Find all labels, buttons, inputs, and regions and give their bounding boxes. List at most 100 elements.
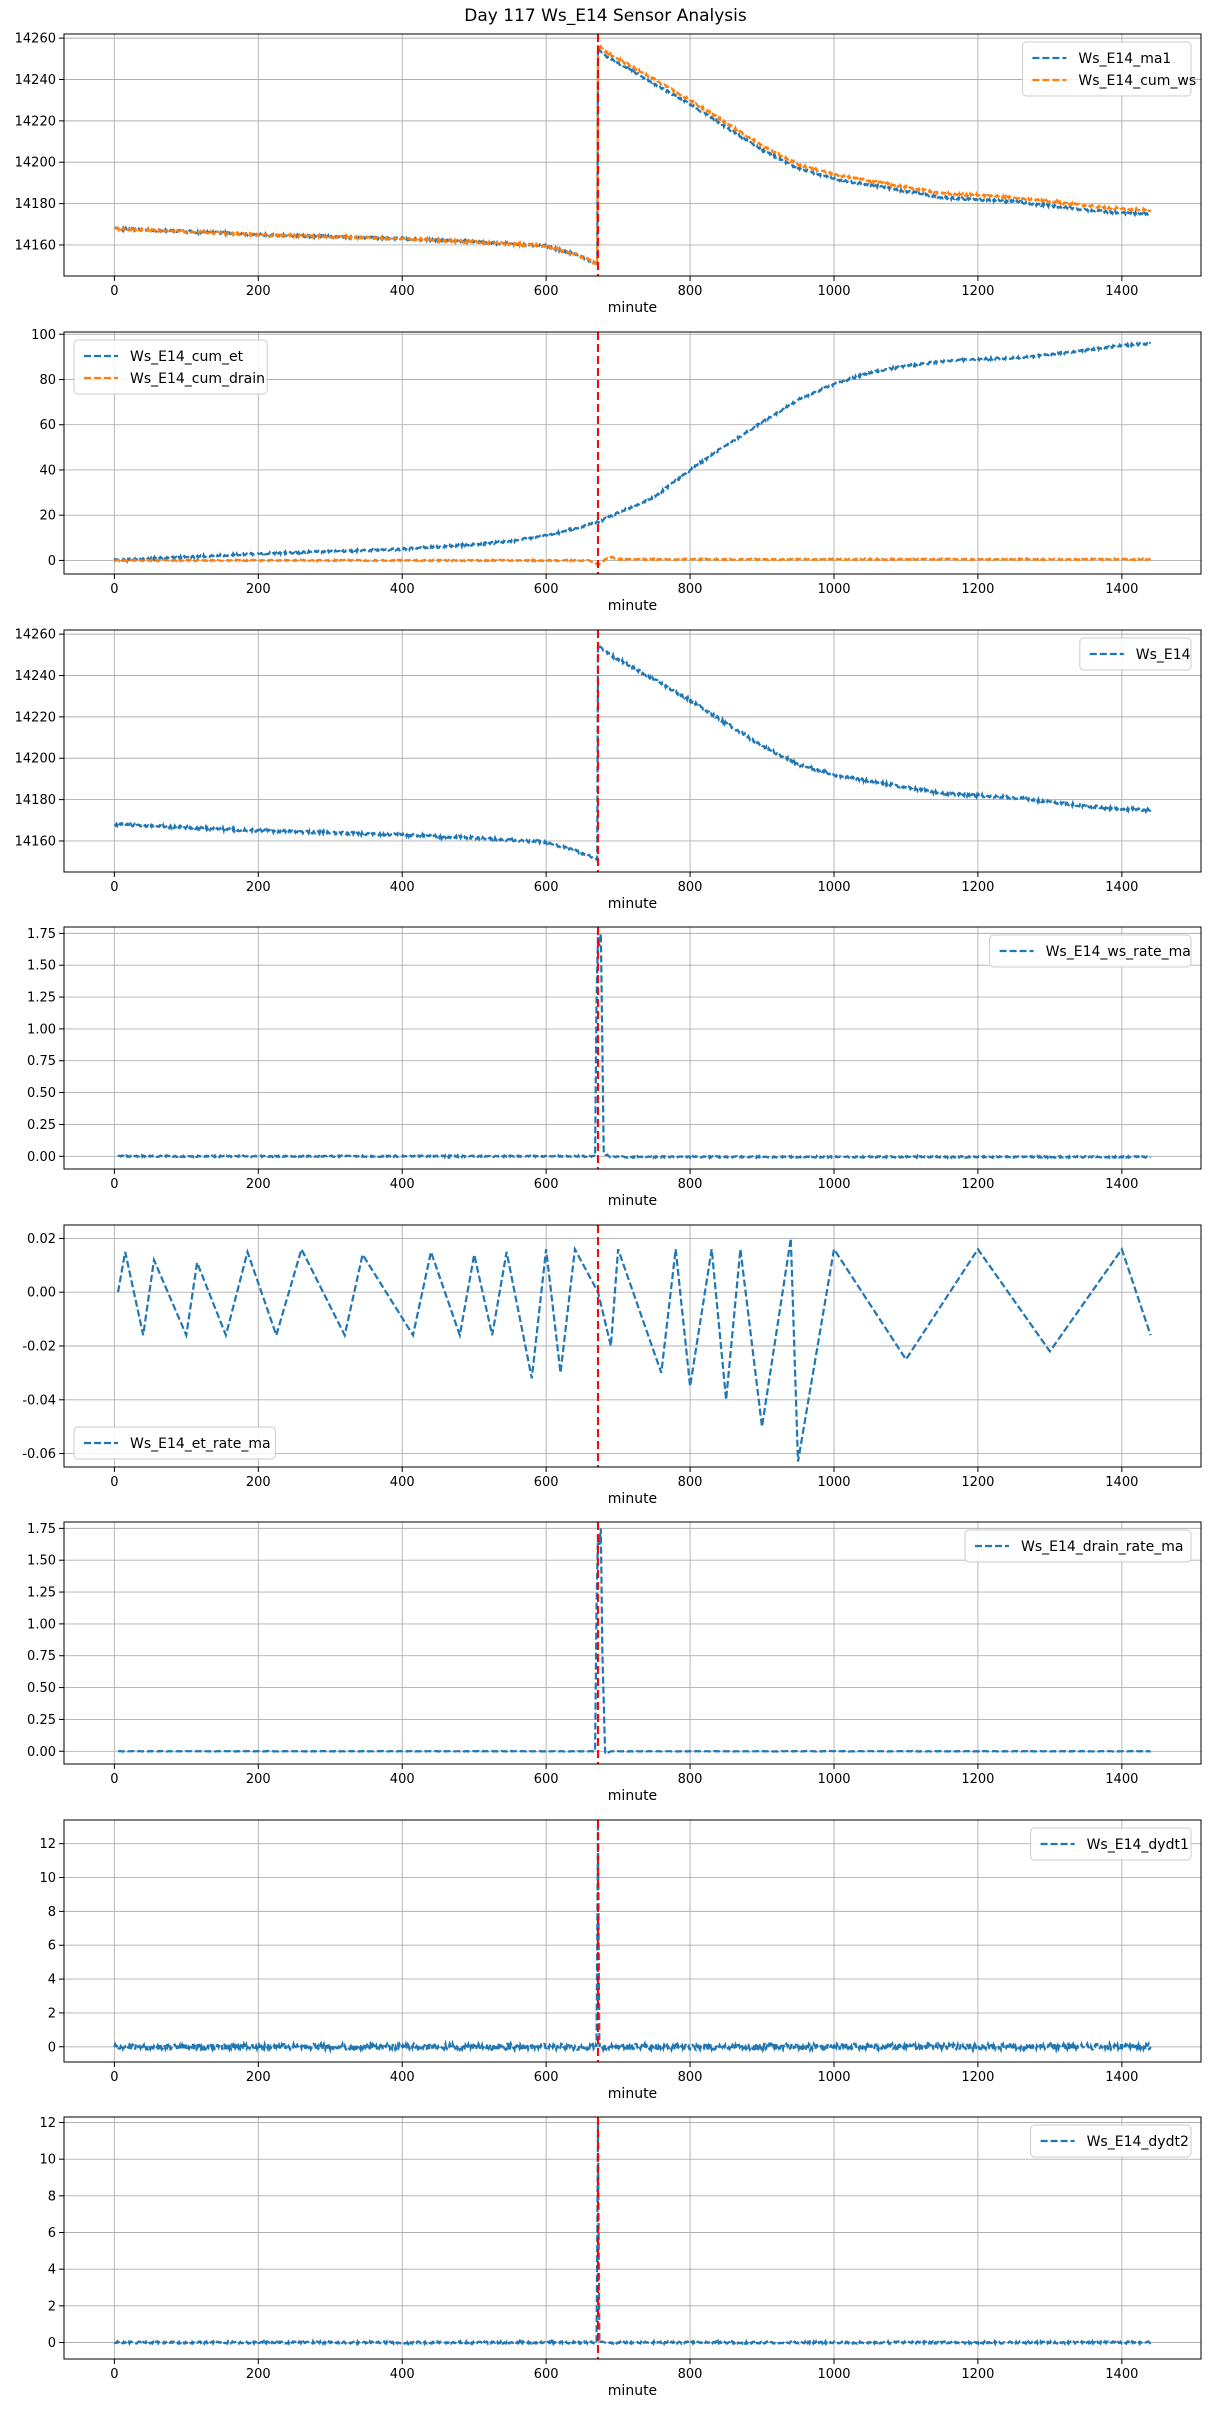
x-tick-label: 1000 xyxy=(817,880,850,895)
x-tick-label: 600 xyxy=(534,2070,559,2085)
x-tick-label: 800 xyxy=(678,1475,703,1490)
legend-box xyxy=(964,1529,1192,1563)
x-tick-label: 400 xyxy=(390,1475,415,1490)
y-tick-label: 100 xyxy=(31,328,56,343)
y-tick-label: -0.06 xyxy=(22,1447,56,1462)
y-tick-label: 0.00 xyxy=(27,1150,56,1165)
y-tick-label: 4 xyxy=(48,2263,56,2278)
y-tick-label: 6 xyxy=(48,2226,56,2241)
axes-frame xyxy=(63,1819,1202,2063)
axes-frame xyxy=(63,2116,1202,2360)
x-axis-label: minute xyxy=(608,896,657,912)
y-tick-label: 0.75 xyxy=(27,1054,56,1069)
x-tick-label: 200 xyxy=(246,1475,271,1490)
x-tick-label: 600 xyxy=(534,2367,559,2382)
x-tick-label: 1200 xyxy=(961,1772,994,1787)
subplot-1: 0 200 400 600 800 1000 1200 1400 14160 14180 14200… xyxy=(15,32,1202,316)
y-tick-label: 14200 xyxy=(15,752,56,767)
x-tick-label: 400 xyxy=(390,1177,415,1192)
y-tick-label: 14240 xyxy=(15,73,56,88)
y-tick-label: 0.50 xyxy=(27,1086,56,1101)
series-line-Ws_E14_drain_rate_ma xyxy=(118,1528,1151,1757)
x-axis-label: minute xyxy=(608,1491,657,1507)
x-tick-label: 1400 xyxy=(1105,1475,1138,1490)
x-tick-label: 400 xyxy=(390,2367,415,2382)
x-tick-label: 800 xyxy=(678,880,703,895)
y-tick-label: 20 xyxy=(39,509,56,524)
y-tick-label: 14260 xyxy=(15,628,56,643)
x-axis-label: minute xyxy=(608,1788,657,1804)
x-tick-label: 0 xyxy=(110,2070,118,2085)
subplot-7: 0 200 400 600 800 1000 1200 1400 0 2 4 6 8 10 12 minute… xyxy=(39,1819,1202,2102)
x-tick-label: 1400 xyxy=(1105,2367,1138,2382)
x-tick-label: 1200 xyxy=(961,1177,994,1192)
x-tick-label: 1400 xyxy=(1105,1772,1138,1787)
legend-label: Ws_E14 xyxy=(1136,647,1191,663)
x-tick-label: 200 xyxy=(246,582,271,597)
y-tick-label: 14160 xyxy=(15,834,56,849)
legend-label: Ws_E14_cum_ws xyxy=(1078,73,1196,89)
y-tick-label: 14180 xyxy=(15,197,56,212)
y-tick-label: 1.50 xyxy=(27,959,56,974)
x-tick-label: 800 xyxy=(678,582,703,597)
legend-box xyxy=(1021,41,1192,97)
y-tick-label: 14220 xyxy=(15,710,56,725)
x-tick-label: 400 xyxy=(390,1772,415,1787)
x-tick-label: 200 xyxy=(246,1177,271,1192)
y-tick-label: 2 xyxy=(48,2006,56,2021)
x-tick-label: 1400 xyxy=(1105,284,1138,299)
x-tick-label: 600 xyxy=(534,880,559,895)
legend-label: Ws_E14_ma1 xyxy=(1078,51,1171,67)
x-tick-label: 400 xyxy=(390,2070,415,2085)
y-tick-label: 14180 xyxy=(15,793,56,808)
y-tick-label: 0 xyxy=(48,2336,56,2351)
y-tick-label: 1.25 xyxy=(27,1586,56,1601)
x-tick-label: 1400 xyxy=(1105,2070,1138,2085)
x-tick-label: 1000 xyxy=(817,1772,850,1787)
legend-label: Ws_E14_drain_rate_ma xyxy=(1021,1539,1183,1555)
x-tick-label: 1200 xyxy=(961,880,994,895)
x-tick-label: 600 xyxy=(534,284,559,299)
x-tick-label: 400 xyxy=(390,284,415,299)
y-tick-label: 14240 xyxy=(15,669,56,684)
x-tick-label: 0 xyxy=(110,2367,118,2382)
axes-frame xyxy=(63,629,1202,873)
x-axis-label: minute xyxy=(608,2383,657,2399)
x-tick-label: 800 xyxy=(678,2367,703,2382)
y-tick-label: 1.00 xyxy=(27,1617,56,1632)
y-tick-label: 10 xyxy=(39,1871,56,1886)
x-tick-label: 1000 xyxy=(817,2070,850,2085)
y-tick-label: 80 xyxy=(39,373,56,388)
x-axis-label: minute xyxy=(608,598,657,614)
y-tick-label: 60 xyxy=(39,418,56,433)
y-tick-label: 6 xyxy=(48,1939,56,1954)
x-tick-label: 200 xyxy=(246,880,271,895)
y-tick-label: 14160 xyxy=(15,238,56,253)
figure-title: Day 117 Ws_E14 Sensor Analysis xyxy=(464,6,747,26)
x-tick-label: 1400 xyxy=(1105,1177,1138,1192)
y-tick-label: 1.50 xyxy=(27,1554,56,1569)
subplot-8: 0 200 400 600 800 1000 1200 1400 0 2 4 6 8 10 12 minute… xyxy=(39,2116,1202,2399)
x-tick-label: 800 xyxy=(678,284,703,299)
y-tick-label: 14260 xyxy=(15,32,56,47)
x-tick-label: 1400 xyxy=(1105,880,1138,895)
axes-frame xyxy=(63,331,1202,575)
y-tick-label: -0.02 xyxy=(22,1340,56,1355)
legend: Ws_E14_drain_rate_ma xyxy=(964,1529,1192,1563)
y-tick-label: 10 xyxy=(39,2153,56,2168)
legend-label: Ws_E14_cum_et xyxy=(130,349,244,365)
x-tick-label: 0 xyxy=(110,582,118,597)
y-tick-label: 14220 xyxy=(15,114,56,129)
x-tick-label: 0 xyxy=(110,1772,118,1787)
series-line-Ws_E14 xyxy=(113,641,1152,861)
axes-frame xyxy=(63,1224,1202,1468)
subplot-3: 0 200 400 600 800 1000 1200 1400 14160 14180 14200… xyxy=(15,628,1202,912)
x-tick-label: 200 xyxy=(246,284,271,299)
x-tick-label: 1200 xyxy=(961,2070,994,2085)
x-tick-label: 1200 xyxy=(961,1475,994,1490)
y-tick-label: 0.75 xyxy=(27,1649,56,1664)
y-tick-label: 0.25 xyxy=(27,1713,56,1728)
x-tick-label: 400 xyxy=(390,582,415,597)
subplot-5: 0 200 400 600 800 1000 1200 1400 -0.06 -0.04 -0.02… xyxy=(22,1224,1202,1507)
